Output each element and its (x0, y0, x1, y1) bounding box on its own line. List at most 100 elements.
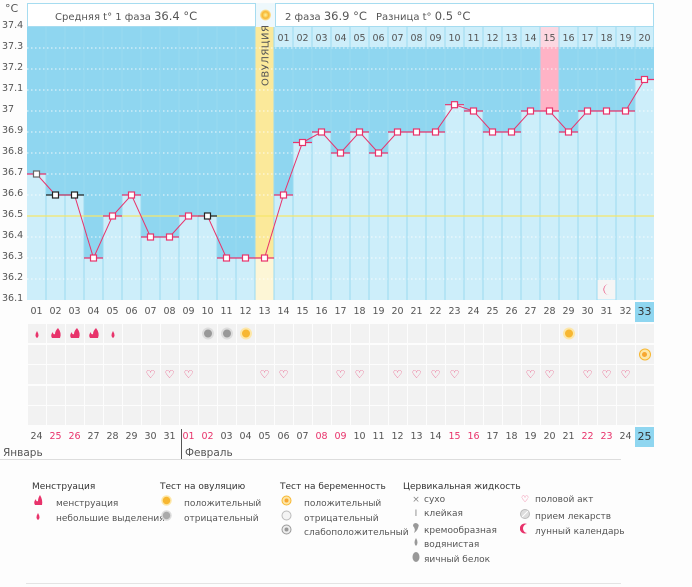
phase2-day-label: 16 (562, 33, 574, 44)
day-cell (388, 345, 407, 364)
day-cell (179, 406, 198, 425)
temperature-point (621, 107, 630, 115)
cycle-day-label: 19 (372, 306, 385, 317)
phase1-label: Средняя t° 1 фаза (55, 12, 151, 23)
day-cell (236, 365, 255, 384)
cycle-day-label: 26 (505, 306, 518, 317)
day-cell (464, 406, 483, 425)
calendar-date: 22 (581, 431, 594, 442)
phase1-value: 36.4 °C (154, 9, 198, 23)
menstruation-light-icon (103, 324, 122, 343)
day-cell (255, 406, 274, 425)
pregnancy-weak-icon (280, 524, 292, 538)
day-cell (141, 345, 160, 364)
day-cell (407, 324, 426, 343)
day-cell (426, 345, 445, 364)
sticky-icon: I (414, 509, 418, 519)
legend-label: кремообразная (424, 526, 497, 536)
phase2-day-cell (331, 27, 350, 47)
legend-ovulation-negative: отрицательный (160, 510, 259, 524)
day-cell (407, 406, 426, 425)
day-cell (331, 345, 350, 364)
temperature-difference: Разница t° 0.5 °C (376, 9, 470, 23)
day-cell (122, 406, 141, 425)
day-cell (578, 324, 597, 343)
day-cell (84, 406, 103, 425)
day-cell (616, 386, 635, 405)
legend-menstruation-title: Менструация (32, 482, 96, 492)
phase2-day-cell (312, 27, 331, 47)
phase2-day-label: 10 (448, 33, 460, 44)
day-cell (198, 365, 217, 384)
phase2-day-cell (559, 27, 578, 47)
ovulation-column (255, 27, 274, 258)
ovulation-test-positive-icon (236, 324, 255, 343)
calendar-date: 14 (429, 431, 442, 442)
temperature-point (184, 212, 193, 220)
y-tick-label: 36.4 (2, 230, 24, 241)
month-february: Февраль (185, 447, 233, 459)
day-cell (27, 365, 46, 384)
pregnancy-test-positive-icon (635, 345, 654, 364)
phase2-day-cell (426, 27, 445, 47)
phase2-day-label: 11 (467, 33, 479, 44)
calendar-date: 25 (635, 427, 654, 447)
cycle-day-label: 13 (258, 306, 271, 317)
phase1-average: Средняя t° 1 фаза 36.4 °C (55, 9, 197, 23)
temperature-point (260, 254, 269, 262)
phase2-day-cell (407, 27, 426, 47)
calendar-date: 17 (486, 431, 499, 442)
temperature-column (369, 153, 388, 300)
day-cell (217, 345, 236, 364)
temperature-column (635, 79, 654, 300)
cycle-day-label: 27 (524, 306, 537, 317)
day-cell (521, 386, 540, 405)
phase2-day-label: 02 (296, 33, 308, 44)
day-cell (407, 345, 426, 364)
legend-label: сухо (424, 495, 446, 505)
cycle-day-label: 01 (30, 306, 43, 317)
legend-label: положительный (304, 499, 382, 509)
cycle-day-label: 23 (448, 306, 461, 317)
calendar-date: 21 (562, 431, 575, 442)
legend-medication: прием лекарств (519, 509, 611, 522)
menstruation-light-icon (27, 324, 46, 343)
calendar-date: 19 (524, 431, 537, 442)
legend-label: водянистая (424, 540, 480, 550)
temperature-column (122, 195, 141, 300)
cycle-day-label: 15 (296, 306, 309, 317)
watery-icon (410, 537, 422, 550)
cycle-day-label: 17 (334, 306, 347, 317)
day-cell (65, 345, 84, 364)
day-cell (160, 406, 179, 425)
day-cell (27, 386, 46, 405)
day-cell (141, 386, 160, 405)
calendar-date: 13 (410, 431, 423, 442)
day-cell (578, 406, 597, 425)
temperature-point (526, 107, 535, 115)
legend-label: клейкая (424, 509, 463, 519)
day-cell (464, 365, 483, 384)
day-cell (179, 324, 198, 343)
legend-cervical-title: Цервикальная жидкость (403, 482, 521, 492)
intercourse-heart-icon: ♡ (578, 365, 597, 384)
calendar-date: 09 (334, 431, 347, 442)
month-divider (181, 429, 182, 460)
intercourse-heart-icon: ♡ (445, 365, 464, 384)
day-cell (350, 386, 369, 405)
phase2-label: 2 фаза (285, 12, 321, 23)
temperature-point (32, 170, 41, 178)
day-cell (483, 386, 502, 405)
ovulation-header-cell (255, 3, 276, 27)
cycle-day-label: 29 (562, 306, 575, 317)
legend-menstruation: менструация (32, 495, 118, 509)
phase2-day-label: 12 (486, 33, 498, 44)
calendar-date: 20 (543, 431, 556, 442)
day-cell (369, 324, 388, 343)
intercourse-heart-icon: ♡ (426, 365, 445, 384)
phase2-day-label: 08 (410, 33, 422, 44)
day-cell (217, 365, 236, 384)
legend-label: отрицательный (304, 514, 379, 524)
day-cell (122, 365, 141, 384)
day-cell (331, 406, 350, 425)
